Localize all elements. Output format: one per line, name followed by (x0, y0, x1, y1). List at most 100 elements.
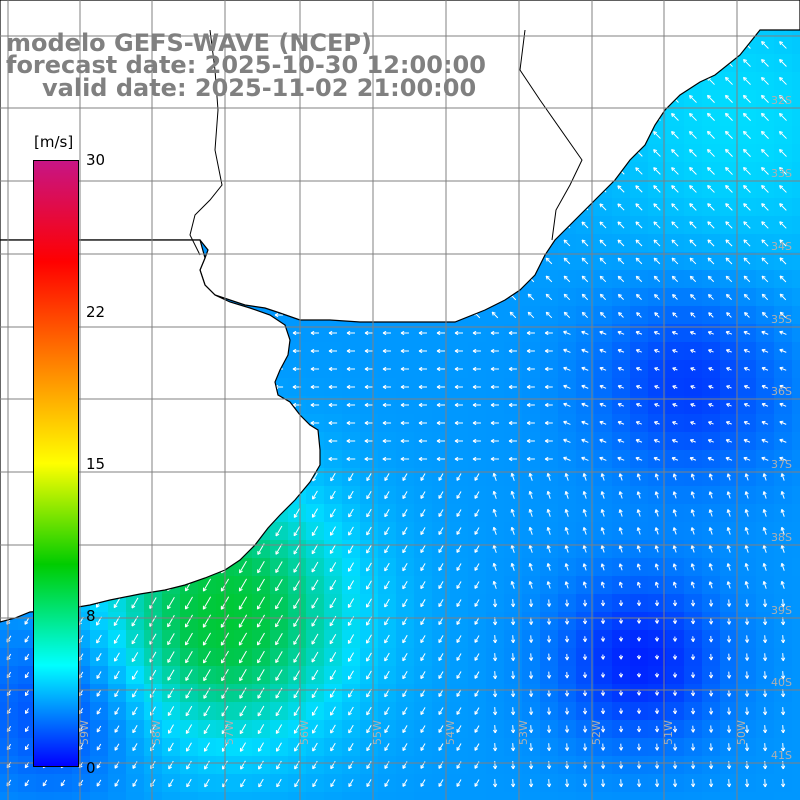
colorbar-tick: 0 (86, 759, 96, 777)
lat-label: 34S (771, 240, 792, 253)
wind-cell (774, 792, 792, 800)
wind-cell (792, 252, 800, 270)
colorbar (33, 160, 79, 767)
wind-cell (198, 792, 216, 800)
wind-cell (792, 414, 800, 432)
wind-cell (792, 396, 800, 414)
lat-label: 39S (771, 604, 792, 617)
wind-cell (720, 792, 738, 800)
wind-cell (738, 792, 756, 800)
lon-label: 54W (444, 720, 457, 745)
wind-cell (792, 306, 800, 324)
wind-cell (792, 558, 800, 576)
lon-label: 58W (150, 720, 163, 745)
lon-label: 53W (517, 720, 530, 745)
lon-label: 55W (371, 720, 384, 745)
wind-cell (702, 792, 720, 800)
wind-cell (792, 720, 800, 738)
wind-cell (792, 108, 800, 126)
wind-cell (72, 792, 90, 800)
wind-cell (792, 54, 800, 72)
lat-label: 38S (771, 531, 792, 544)
wind-cell (342, 792, 360, 800)
wind-cell (468, 792, 486, 800)
colorbar-tick: 22 (86, 303, 106, 321)
wind-cell (144, 792, 162, 800)
wind-cell (54, 792, 72, 800)
wind-cell (432, 792, 450, 800)
wind-cell (792, 756, 800, 774)
wind-cell (414, 792, 432, 800)
wind-cell (792, 324, 800, 342)
wind-cell (792, 234, 800, 252)
lon-label: 57W (223, 720, 236, 745)
wind-cell (792, 504, 800, 522)
wind-cell (792, 90, 800, 108)
wind-cell (792, 216, 800, 234)
wind-cell (90, 792, 108, 800)
colorbar-tick: 30 (86, 151, 106, 169)
wind-cell (396, 792, 414, 800)
wind-cell (792, 342, 800, 360)
wind-cell (792, 378, 800, 396)
wind-cell (792, 594, 800, 612)
wind-cell (792, 576, 800, 594)
lon-label: 51W (662, 720, 675, 745)
wind-cell (792, 270, 800, 288)
lon-label: 52W (590, 720, 603, 745)
wind-cell (270, 792, 288, 800)
wind-cell (18, 792, 36, 800)
wind-cell (792, 486, 800, 504)
wind-cell (792, 540, 800, 558)
wind-cell (594, 792, 612, 800)
lat-label: 41S (771, 749, 792, 762)
wind-cell (576, 792, 594, 800)
wind-cell (792, 144, 800, 162)
wind-cell (108, 792, 126, 800)
wind-cell (648, 792, 666, 800)
wind-cell (630, 792, 648, 800)
wind-cell (360, 792, 378, 800)
wind-cell (306, 792, 324, 800)
wind-cell (792, 630, 800, 648)
wind-cell (792, 792, 800, 800)
wind-cell (486, 792, 504, 800)
lat-label: 32S (771, 94, 792, 107)
map-title-valid-date: valid date: 2025-11-02 21:00:00 (42, 74, 477, 102)
lat-label: 40S (771, 676, 792, 689)
wind-cell (792, 774, 800, 792)
wind-cell (0, 792, 18, 800)
wind-cell (378, 792, 396, 800)
colorbar-tick: 8 (86, 607, 96, 625)
wind-cell (792, 738, 800, 756)
wind-cell (126, 792, 144, 800)
wind-cell (612, 792, 630, 800)
wind-cell (684, 792, 702, 800)
wind-cell (756, 792, 774, 800)
colorbar-unit: [m/s] (34, 133, 74, 151)
lat-label: 35S (771, 313, 792, 326)
wind-cell (792, 432, 800, 450)
wind-cell (234, 792, 252, 800)
wind-cell (792, 468, 800, 486)
wind-cell (792, 198, 800, 216)
wind-cell (792, 450, 800, 468)
wind-cell (792, 702, 800, 720)
lon-label: 50W (735, 720, 748, 745)
wind-cell (792, 288, 800, 306)
wind-cell (666, 792, 684, 800)
wind-cell (36, 792, 54, 800)
lat-label: 37S (771, 458, 792, 471)
wind-cell (792, 612, 800, 630)
lon-label: 59W (78, 720, 91, 745)
wind-cell (252, 792, 270, 800)
wind-cell (522, 792, 540, 800)
wind-cell (288, 792, 306, 800)
wind-cell (792, 162, 800, 180)
wind-cell (324, 792, 342, 800)
wind-cell (792, 360, 800, 378)
wind-cell (792, 36, 800, 54)
lat-label: 36S (771, 385, 792, 398)
lat-label: 33S (771, 167, 792, 180)
